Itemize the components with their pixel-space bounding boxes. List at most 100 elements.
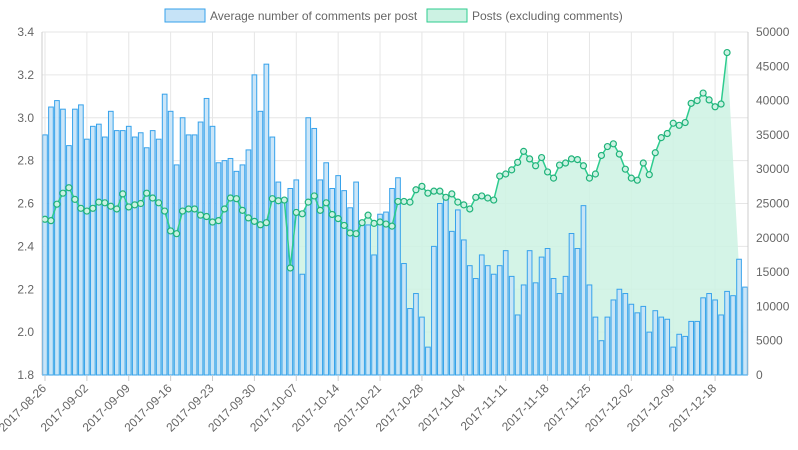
bar	[90, 125, 96, 376]
line-point	[220, 205, 229, 213]
bar	[407, 308, 413, 376]
y-left-tick-label: 2.2	[17, 282, 34, 296]
bar	[131, 136, 138, 376]
y-right-tick-label: 40000	[756, 94, 790, 108]
line-point	[59, 189, 67, 197]
line-point	[119, 190, 127, 198]
bar	[550, 278, 557, 376]
line-point	[561, 159, 570, 167]
bar	[347, 207, 353, 376]
bar	[616, 288, 623, 376]
bar	[323, 162, 330, 376]
bar	[305, 117, 312, 376]
line-point	[597, 151, 606, 160]
bar	[508, 275, 515, 376]
line-point	[591, 170, 600, 178]
legend-label-posts[interactable]: Posts (excluding comments)	[472, 9, 623, 23]
line-point	[298, 210, 306, 218]
line-point	[549, 174, 558, 182]
line-point	[687, 99, 695, 107]
bar	[179, 117, 186, 376]
bar	[227, 157, 234, 376]
line-point	[454, 198, 462, 206]
bar	[604, 316, 611, 376]
line-point	[65, 184, 73, 192]
bar	[586, 284, 593, 376]
line-point	[460, 201, 468, 209]
line-point	[531, 162, 540, 170]
line-point	[472, 193, 480, 201]
line-point	[274, 197, 282, 205]
bar	[730, 295, 736, 376]
line-point	[585, 174, 594, 182]
bar	[48, 106, 54, 376]
y-left-tick-label: 3.2	[17, 68, 34, 82]
bar	[449, 230, 455, 376]
bar	[185, 134, 192, 376]
bar	[287, 187, 294, 376]
line-point	[143, 189, 151, 197]
line-point	[190, 205, 199, 213]
bar	[119, 130, 126, 376]
y-left-tick-label: 2.4	[17, 239, 34, 253]
bar	[413, 293, 419, 376]
line-point	[699, 89, 707, 97]
line-point	[723, 48, 731, 57]
bar	[197, 121, 204, 376]
line-point	[256, 221, 264, 229]
line-point	[161, 207, 169, 215]
line-point	[280, 196, 288, 204]
bar	[622, 293, 629, 376]
line-point	[478, 192, 486, 200]
bar	[460, 239, 467, 376]
line-point	[543, 168, 552, 176]
bar	[54, 100, 60, 376]
bar	[718, 314, 724, 376]
legend[interactable]: Average number of comments per post Posts…	[164, 8, 623, 23]
line-point	[412, 186, 420, 194]
bar	[532, 282, 539, 376]
y-right-tick-label: 45000	[756, 59, 790, 73]
line-point	[334, 214, 342, 223]
bar	[149, 130, 156, 376]
y-right-tick-label: 15000	[756, 265, 790, 279]
bar	[514, 314, 521, 376]
line-point	[370, 219, 378, 227]
line-point	[173, 230, 181, 238]
bar	[496, 265, 503, 376]
bar	[275, 181, 282, 376]
line-point	[346, 229, 354, 237]
line-point	[77, 204, 85, 212]
bar	[742, 286, 748, 376]
bar	[383, 211, 389, 376]
bar	[592, 316, 599, 376]
bar	[341, 190, 347, 376]
bar	[371, 254, 377, 376]
bar	[431, 245, 437, 376]
line-point	[184, 205, 193, 213]
bar	[365, 224, 371, 376]
line-point	[268, 195, 276, 203]
bar	[466, 265, 473, 376]
bar	[628, 303, 635, 376]
line-point	[238, 206, 247, 214]
line-point	[490, 196, 498, 204]
line-point	[382, 220, 390, 228]
line-point	[484, 194, 492, 202]
bar	[454, 209, 461, 376]
line-point	[514, 158, 522, 166]
line-point	[508, 166, 516, 174]
line-point	[418, 182, 426, 190]
legend-swatch-posts[interactable]	[426, 8, 468, 23]
bar	[221, 160, 228, 376]
y-right-tick-label: 10000	[756, 299, 790, 313]
legend-label-comments[interactable]: Average number of comments per post	[210, 9, 418, 23]
legend-swatch-comments[interactable]	[164, 8, 206, 23]
line-point	[376, 218, 384, 226]
line-point	[615, 150, 623, 158]
line-point	[125, 203, 133, 211]
line-point	[292, 208, 300, 217]
bar	[101, 136, 108, 376]
bar	[143, 147, 150, 376]
line-point	[645, 171, 653, 179]
